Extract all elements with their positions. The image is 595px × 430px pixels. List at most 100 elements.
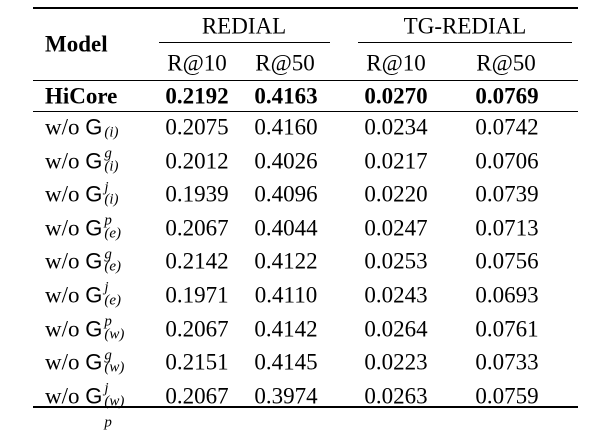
best-redial-r10: 0.2192: [165, 83, 229, 109]
ablation-prefix: w/o: [45, 316, 80, 342]
ablation-row-label: w/o G (w) g: [45, 316, 126, 363]
graph-subscript: p: [104, 212, 112, 229]
value-redial-r50: 0.4142: [254, 316, 318, 342]
ablation-row-label: w/o G (w) j: [45, 349, 126, 397]
graph-subscript: g: [104, 347, 112, 364]
value-redial-r50: 0.4096: [254, 181, 318, 207]
metric-header-redial-r50: R@50: [255, 50, 315, 76]
graph-symbol: G: [85, 114, 103, 140]
graph-subscript: j: [104, 380, 109, 397]
value-redial-r10: 0.2075: [165, 114, 229, 140]
value-redial-r50: 0.4122: [254, 248, 318, 274]
graph-symbol: G: [85, 148, 103, 174]
value-redial-r10: 0.2067: [165, 383, 229, 409]
graph-superscript: (i): [104, 124, 119, 141]
ablation-row-label: w/o G (e) j: [45, 248, 126, 296]
group-header-tg-redial: TG-REDIAL: [403, 13, 527, 39]
value-redial-r10: 0.1971: [165, 282, 229, 308]
value-tg-r10: 0.0243: [364, 282, 428, 308]
best-redial-r50: 0.4163: [254, 83, 318, 109]
graph-subscript: g: [104, 145, 112, 162]
value-tg-r10: 0.0247: [364, 215, 428, 241]
graph-symbol: G: [85, 383, 103, 409]
graph-symbol: G: [85, 181, 103, 207]
ablation-row-label: w/o G (w) p: [45, 383, 126, 430]
graph-symbol: G: [85, 316, 103, 342]
metric-header-tg-r10: R@10: [366, 50, 426, 76]
graph-superscript: (w): [104, 359, 125, 376]
value-redial-r50: 0.4044: [254, 215, 318, 241]
graph-superscript: (w): [104, 326, 125, 343]
best-model-label: HiCore: [45, 83, 118, 109]
graph-symbol: G: [85, 282, 103, 308]
ablation-prefix: w/o: [45, 383, 80, 409]
ablation-row-label: w/o G (e) g: [45, 215, 126, 262]
graph-subscript: g: [104, 246, 112, 263]
ablation-row-label: w/o G (i) g: [45, 114, 126, 162]
graph-subscript: j: [104, 179, 109, 196]
value-tg-r50: 0.0739: [475, 181, 539, 207]
value-tg-r10: 0.0234: [364, 114, 428, 140]
graph-symbol: G: [85, 248, 103, 274]
value-tg-r50: 0.0693: [475, 282, 539, 308]
value-redial-r10: 0.2142: [165, 248, 229, 274]
metric-header-redial-r10: R@10: [167, 50, 227, 76]
value-tg-r10: 0.0264: [364, 316, 428, 342]
top-rule: [33, 7, 578, 9]
graph-subscript: p: [104, 313, 112, 330]
mid-rule: [33, 111, 578, 112]
graph-symbol: G: [85, 215, 103, 241]
best-tg-r10: 0.0270: [364, 83, 428, 109]
value-redial-r50: 0.4145: [254, 349, 318, 375]
model-header: Model: [45, 31, 108, 57]
group-header-redial: REDIAL: [201, 13, 287, 39]
value-redial-r50: 0.4110: [254, 282, 318, 308]
metric-header-tg-r50: R@50: [476, 50, 536, 76]
graph-superscript: (i): [104, 158, 119, 175]
bottom-rule: [33, 406, 578, 408]
value-redial-r10: 0.1939: [165, 181, 229, 207]
graph-subscript: j: [104, 279, 109, 296]
value-redial-r50: 0.4160: [254, 114, 318, 140]
value-redial-r10: 0.2151: [165, 349, 229, 375]
graph-superscript: (e): [104, 225, 122, 242]
redial-group-rule: [159, 42, 330, 43]
ablation-row-label: w/o G (i) p: [45, 181, 126, 229]
graph-symbol: G: [85, 349, 103, 375]
value-redial-r50: 0.4026: [254, 148, 318, 174]
value-tg-r50: 0.0713: [475, 215, 539, 241]
ablation-prefix: w/o: [45, 215, 80, 241]
ablation-prefix: w/o: [45, 181, 80, 207]
ablation-row-label: w/o G (e) p: [45, 282, 126, 330]
graph-subscript: p: [104, 414, 112, 430]
ablation-prefix: w/o: [45, 349, 80, 375]
value-redial-r10: 0.2067: [165, 215, 229, 241]
ablation-prefix: w/o: [45, 248, 80, 274]
ablation-row-label: w/o G (i) j: [45, 148, 126, 195]
graph-superscript: (e): [104, 258, 122, 275]
graph-superscript: (i): [104, 191, 119, 208]
value-tg-r10: 0.0253: [364, 248, 428, 274]
ablation-prefix: w/o: [45, 282, 80, 308]
value-tg-r50: 0.0759: [475, 383, 539, 409]
value-tg-r50: 0.0761: [475, 316, 539, 342]
header-rule: [33, 80, 578, 81]
graph-superscript: (e): [104, 292, 122, 309]
value-tg-r10: 0.0223: [364, 349, 428, 375]
value-tg-r50: 0.0756: [475, 248, 539, 274]
value-redial-r50: 0.3974: [254, 383, 318, 409]
tg-redial-group-rule: [358, 42, 572, 43]
value-redial-r10: 0.2012: [165, 148, 229, 174]
results-table: Model REDIAL TG-REDIAL R@10 R@50 R@10 R@…: [33, 7, 578, 430]
value-tg-r10: 0.0217: [364, 148, 428, 174]
value-tg-r50: 0.0742: [475, 114, 539, 140]
value-tg-r50: 0.0733: [475, 349, 539, 375]
ablation-prefix: w/o: [45, 148, 80, 174]
best-tg-r50: 0.0769: [475, 83, 539, 109]
value-tg-r10: 0.0263: [364, 383, 428, 409]
ablation-prefix: w/o: [45, 114, 80, 140]
value-tg-r10: 0.0220: [364, 181, 428, 207]
graph-superscript: (w): [104, 393, 125, 410]
value-redial-r10: 0.2067: [165, 316, 229, 342]
value-tg-r50: 0.0706: [475, 148, 539, 174]
